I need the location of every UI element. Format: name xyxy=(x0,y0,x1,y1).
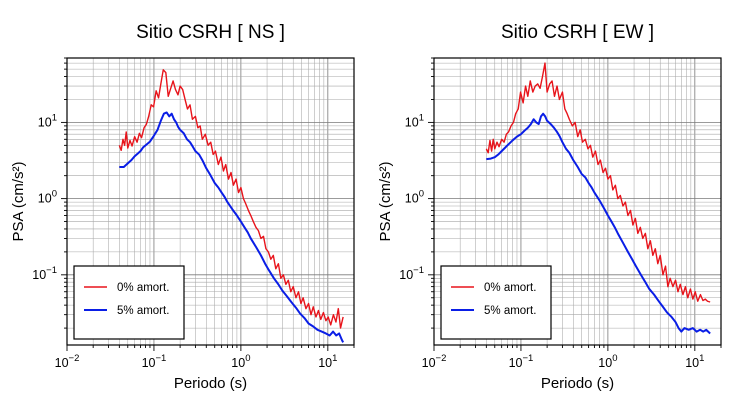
chart-1-xtick-label: 100 xyxy=(598,353,617,370)
chart-0-y-axis-label: PSA (cm/s²) xyxy=(10,161,27,241)
chart-1-xtick-label: 10−2 xyxy=(422,353,447,370)
chart-0-legend: 0% amort. 5% amort. xyxy=(73,265,185,340)
chart-0-ytick-label: 101 xyxy=(38,112,57,129)
chart-0-xtick-label: 10−1 xyxy=(142,353,167,370)
chart-0-xtick-label: 10−2 xyxy=(55,353,80,370)
chart-1-ytick-label: 10−1 xyxy=(399,265,424,282)
chart-1-series-1-line xyxy=(486,112,711,335)
chart-1-xtick-label: 101 xyxy=(685,353,704,370)
chart-1-legend-label: 0% amort. xyxy=(484,282,536,294)
chart-1-legend-label: 5% amort. xyxy=(484,305,536,317)
chart-1-title: Sitio CSRH [ EW ] xyxy=(501,22,654,43)
chart-1-frame xyxy=(433,57,722,346)
chart-1-ytick-label: 100 xyxy=(405,189,424,206)
chart-0-grid xyxy=(66,57,355,345)
chart-0-series-1-line xyxy=(119,111,345,343)
chart-0-tick-marks xyxy=(61,57,355,351)
chart-0-xtick-label: 100 xyxy=(231,353,250,370)
chart-1-tick-marks xyxy=(428,57,722,351)
chart-0-panel: 10−2 10−1 100 101 10−1 100 101 Sitio CSRH [ NS … xyxy=(10,22,355,392)
chart-0-frame xyxy=(66,57,355,346)
chart-1-grid xyxy=(433,57,722,345)
chart-1-panel: 10−2 10−1 100 101 10−1 100 101 Sitio CSRH [ EW … xyxy=(377,22,722,392)
chart-1-xtick-label: 10−1 xyxy=(509,353,534,370)
chart-1-legend-box xyxy=(440,265,552,340)
chart-1-y-axis-label: PSA (cm/s²) xyxy=(377,161,394,241)
chart-0-legend-box xyxy=(73,265,185,340)
chart-1-series-0-line xyxy=(485,62,711,303)
chart-0-series-0-line xyxy=(118,69,344,329)
chart-0-legend-label: 0% amort. xyxy=(117,282,169,294)
chart-0-xtick-label: 101 xyxy=(318,353,337,370)
chart-1-legend: 0% amort. 5% amort. xyxy=(440,265,552,340)
chart-0-x-axis-label: Periodo (s) xyxy=(174,375,247,392)
chart-0-ytick-label: 10−1 xyxy=(32,265,57,282)
chart-1-ytick-label: 101 xyxy=(405,112,424,129)
chart-0-ytick-label: 100 xyxy=(38,189,57,206)
chart-0-legend-label: 5% amort. xyxy=(117,305,169,317)
chart-1-x-axis-label: Periodo (s) xyxy=(541,375,614,392)
chart-0-title: Sitio CSRH [ NS ] xyxy=(136,22,285,43)
